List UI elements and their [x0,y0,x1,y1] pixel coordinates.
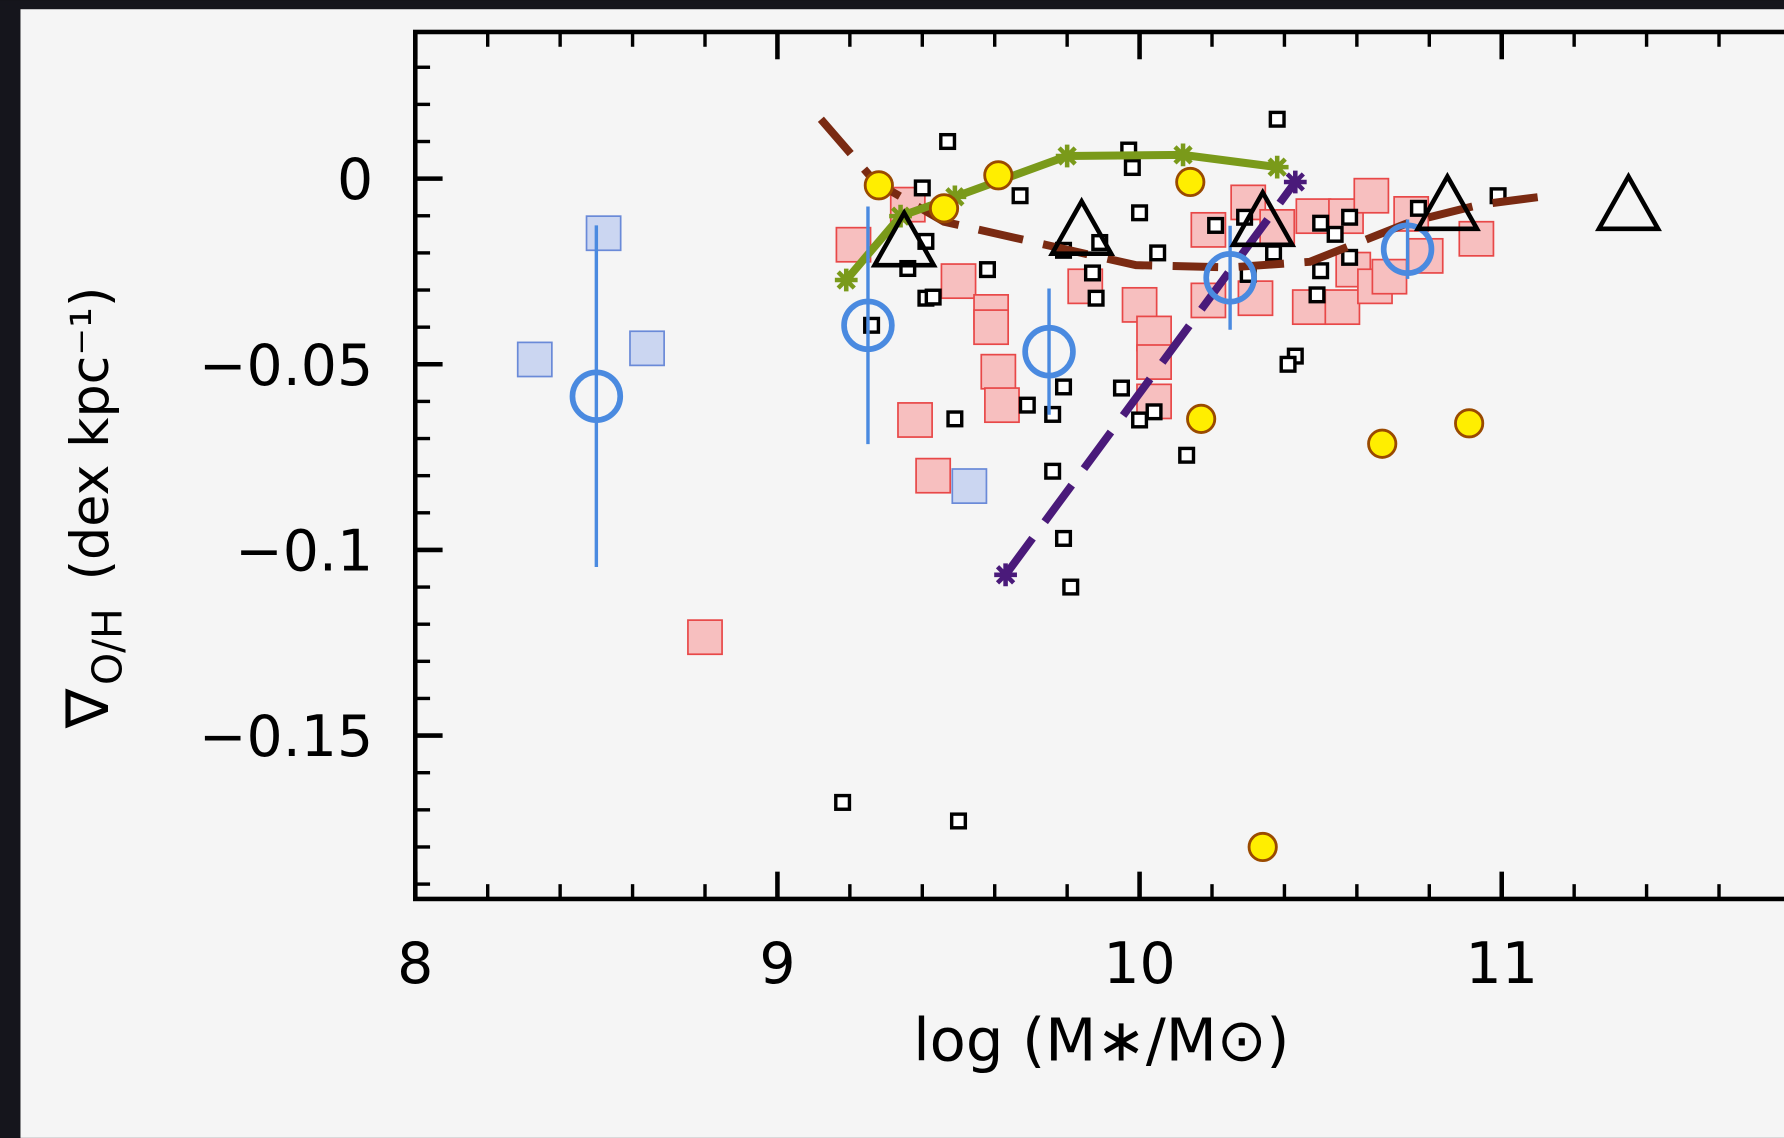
square-marker [1324,289,1361,326]
square-open-marker [939,132,957,151]
square-marker [915,457,952,494]
y-label-subscript: O/H [84,608,132,685]
circle-open-marker [1203,251,1257,305]
square-open-marker [1207,216,1225,234]
square-open-marker [1054,378,1073,396]
square-marker [897,402,933,438]
square-open-marker [1044,462,1062,480]
model-line [1002,179,1299,578]
square-open-marker [1087,289,1105,307]
circle-marker [1175,166,1206,198]
square-marker [951,468,988,504]
square-open-marker [1312,262,1330,280]
triangle-marker [1413,171,1481,232]
square-open-marker [1062,578,1080,596]
triangle-marker [870,208,938,268]
star-marker [1055,144,1079,168]
x-tick-label: 9 [759,931,795,997]
square-open-marker [834,793,852,811]
square-open-marker [1083,264,1102,282]
square-open-marker [1265,244,1283,262]
square-open-marker [1341,208,1359,226]
x-tick-label: 11 [1466,931,1538,997]
y-tick-label: −0.15 [199,704,373,770]
star-marker [1265,155,1289,179]
x-tick-label: 10 [1103,931,1175,997]
square-open-marker [1149,244,1167,262]
square-open-marker [1268,110,1286,128]
square-open-marker [1145,403,1163,421]
square-marker [835,226,872,263]
square-marker [687,619,723,656]
y-tick-label: −0.1 [235,518,373,584]
star-marker [943,185,967,209]
square-marker [629,330,665,367]
circle-marker [863,170,894,201]
square-marker [940,263,977,300]
circle-marker [1454,408,1485,439]
square-open-marker [1341,248,1359,266]
square-open-marker [1123,158,1141,177]
x-tick-label: 8 [397,931,433,997]
square-open-marker [913,179,931,197]
plot-area [413,29,1784,902]
y-tick-label: −0.05 [199,333,373,399]
square-marker [973,309,1010,346]
square-open-marker [924,288,942,306]
circle-marker [928,193,960,224]
square-open-marker [1131,204,1149,222]
star-marker [994,563,1017,587]
square-open-marker [1312,214,1330,232]
circle-marker [1186,403,1217,434]
square-open-marker [1178,446,1196,464]
circle-open-marker [841,298,895,353]
triangle-marker [1048,196,1116,256]
triangle-marker [1229,187,1297,248]
circle-open-marker [1022,324,1076,379]
circle-marker [1247,831,1278,863]
square-marker [1353,177,1390,214]
square-open-marker [1011,187,1029,205]
x-axis-label: log (M∗/M⊙) [913,1006,1289,1075]
square-open-marker [1112,379,1131,397]
circle-open-marker [569,369,624,423]
y-label-unit: (dex kpc⁻¹) [60,287,121,581]
star-marker [1283,170,1307,194]
star-marker [834,268,858,292]
y-label-symbol: ∇ [53,688,122,729]
square-open-marker [978,261,997,279]
square-marker [585,215,622,252]
square-marker [980,353,1017,390]
square-open-marker [946,410,964,428]
y-tick-label: 0 [337,147,373,213]
square-open-marker [1131,411,1149,429]
square-open-marker [1308,286,1326,304]
square-open-marker [1279,355,1297,373]
square-marker [984,387,1020,424]
y-axis-label: ∇ O/H (dex kpc⁻¹) [53,287,132,730]
circle-open-marker [1380,222,1435,276]
circle-marker [1367,428,1398,459]
square-open-marker [1409,199,1427,217]
square-open-marker [1018,396,1036,414]
square-open-marker [949,812,968,830]
model-line [817,116,1550,272]
square-marker [516,341,553,378]
circle-marker [983,160,1014,191]
triangle-marker [1594,171,1662,232]
star-marker [1171,143,1195,167]
square-open-marker [1326,225,1344,243]
square-open-marker [1054,529,1073,547]
